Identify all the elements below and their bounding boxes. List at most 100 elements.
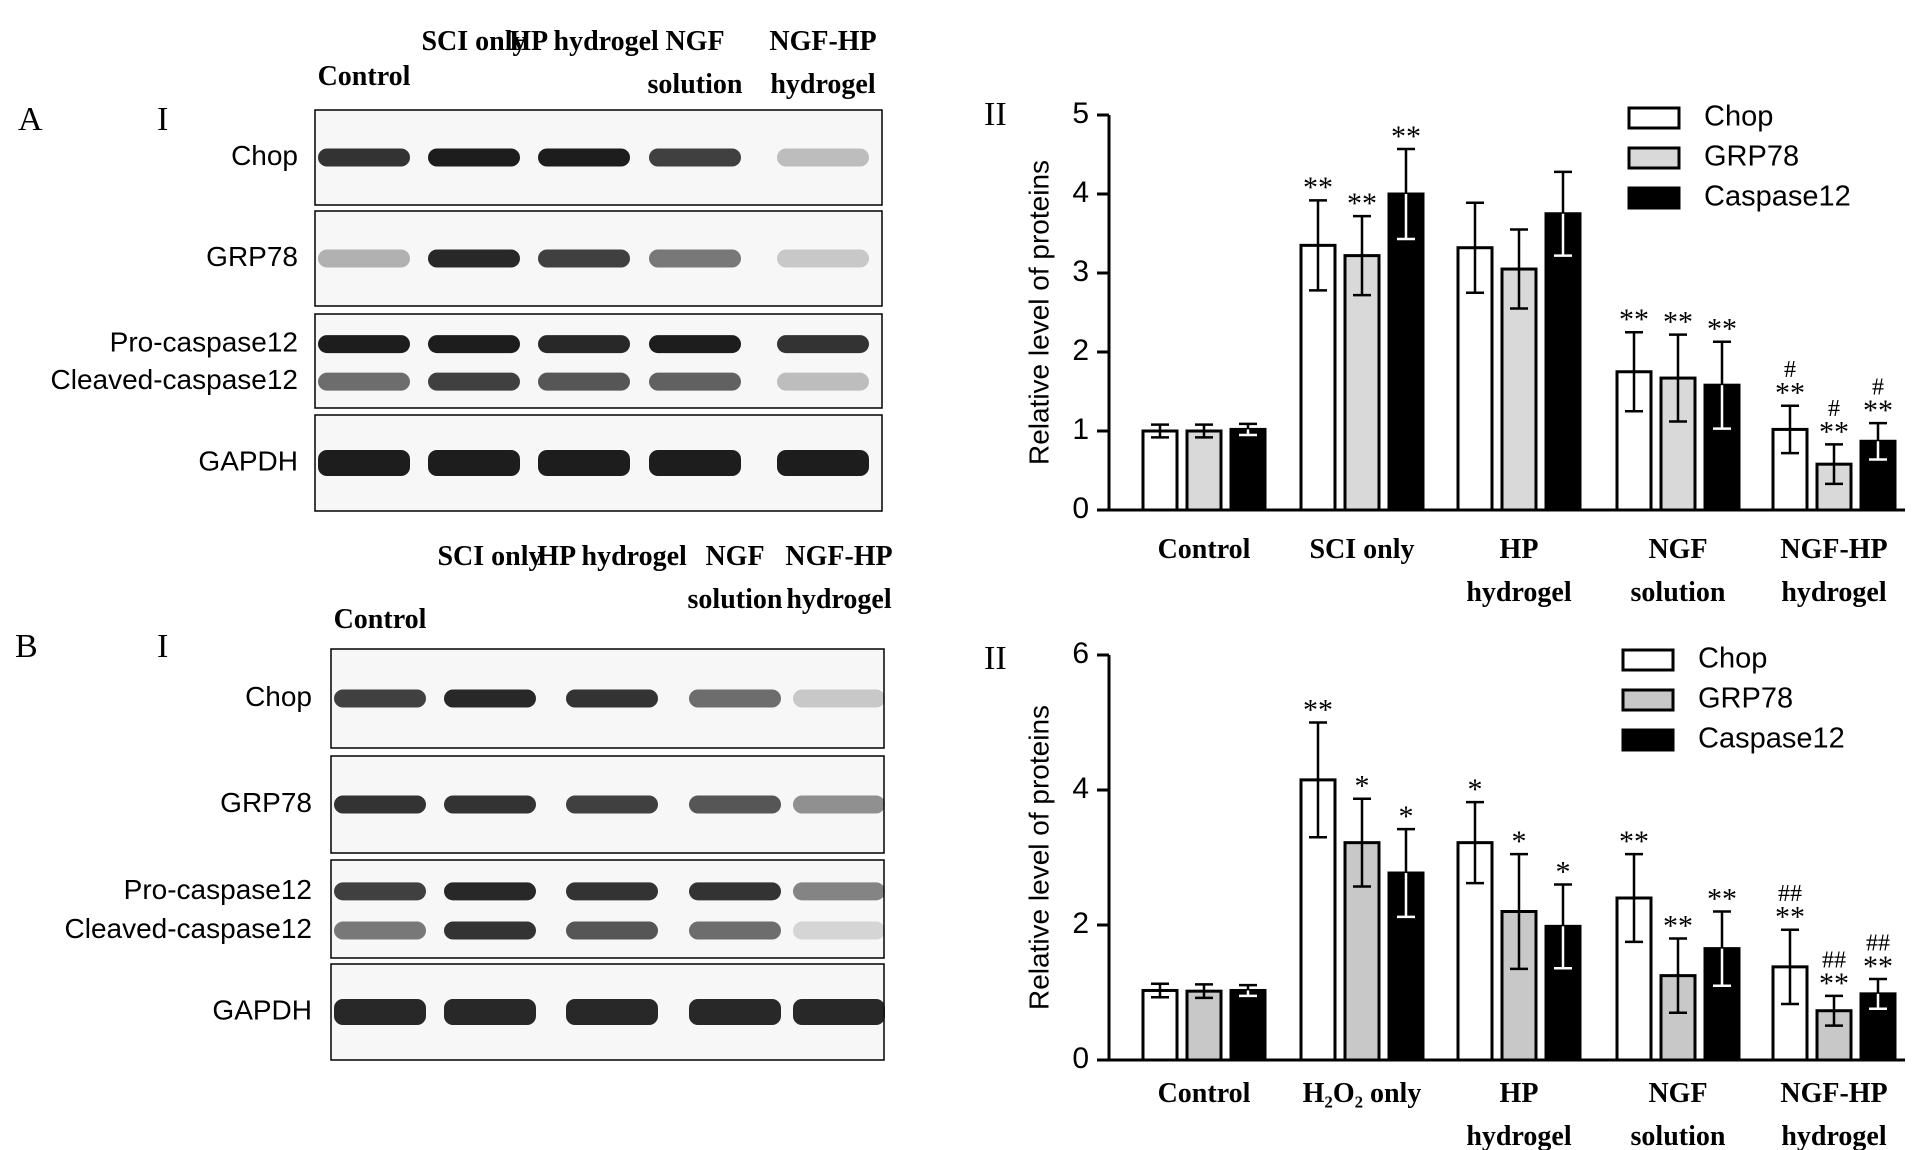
panel-letter: B <box>15 628 38 665</box>
y-tick-label: 2 <box>1072 334 1089 367</box>
blot-band <box>318 148 410 167</box>
blot-band <box>689 882 781 901</box>
blot-band <box>649 450 741 476</box>
significance-label: ** <box>1663 909 1693 942</box>
error-bar <box>1669 937 1687 1014</box>
significance-label: ## <box>1866 931 1890 957</box>
significance-label: ## <box>1778 881 1802 907</box>
error-bar <box>1397 827 1415 919</box>
bar <box>1185 429 1223 512</box>
bar <box>1229 988 1267 1062</box>
row-label: Pro-caspase12 <box>124 874 312 905</box>
blot-band <box>538 372 630 391</box>
x-tick-label: HP hydrogel <box>1466 534 1572 609</box>
x-tick-label: SCI only <box>1309 534 1415 565</box>
error-bar <box>1825 443 1843 486</box>
lane-label: NGF-HP hydrogel <box>769 26 877 101</box>
blot-band <box>649 148 741 167</box>
blot-band <box>649 335 741 354</box>
error-bar <box>1625 331 1643 413</box>
significance-label: ** <box>1303 171 1333 204</box>
blot-band <box>538 335 630 354</box>
blot-band <box>566 882 658 901</box>
row-label: GRP78 <box>206 241 298 272</box>
blot-band <box>566 921 658 940</box>
significance-label: * <box>1512 825 1527 858</box>
legend-label: Caspase12 <box>1704 181 1851 213</box>
significance-label: ** <box>1775 377 1805 410</box>
x-tick-label: HP hydrogel <box>1466 1078 1572 1150</box>
error-bar <box>1869 977 1887 1010</box>
error-bar <box>1353 214 1371 297</box>
error-bar <box>1397 147 1415 241</box>
error-bar <box>1781 404 1799 455</box>
blot-band <box>334 795 426 814</box>
row-label: GRP78 <box>220 787 312 818</box>
error-bar <box>1151 423 1169 439</box>
y-tick-label: 6 <box>1072 637 1089 670</box>
legend-swatch <box>1627 146 1681 170</box>
x-tick-label: NGF solution <box>1630 534 1726 609</box>
error-bar <box>1195 983 1213 1000</box>
y-tick-label: 4 <box>1072 772 1089 805</box>
blot-band <box>334 689 426 708</box>
blot-frame <box>314 313 883 409</box>
significance-label: ** <box>1819 415 1849 448</box>
error-bar <box>1713 340 1731 430</box>
significance-label: ** <box>1663 306 1693 339</box>
bar <box>1387 192 1425 512</box>
blot-band <box>566 795 658 814</box>
significance-label: ** <box>1863 950 1893 983</box>
error-bar <box>1151 982 1169 999</box>
blot-band <box>689 689 781 708</box>
bar <box>1343 254 1381 512</box>
significance-label: # <box>1828 396 1840 422</box>
row-label: Chop <box>231 140 298 171</box>
error-bar <box>1869 421 1887 461</box>
error-bar <box>1554 170 1572 257</box>
blot-band <box>777 450 869 476</box>
x-tick-label: NGF-HP hydrogel <box>1780 534 1888 609</box>
blot-band <box>428 249 520 268</box>
error-bar <box>1239 422 1257 437</box>
blot-band <box>649 249 741 268</box>
error-bar <box>1353 797 1371 888</box>
row-label: Cleaved-caspase12 <box>51 364 299 395</box>
legend-label: Chop <box>1704 101 1773 133</box>
blot-band <box>566 999 658 1025</box>
bar <box>1141 988 1179 1062</box>
blot-band <box>444 921 536 940</box>
blot-band <box>777 249 869 268</box>
x-tick-label: Control <box>1157 1078 1251 1109</box>
x-tick-label: NGF-HP hydrogel <box>1780 1078 1888 1150</box>
error-bar <box>1239 983 1257 998</box>
y-axis-title: Relative level of proteins <box>1023 705 1054 1010</box>
error-bar <box>1466 201 1484 294</box>
lane-label: NGF solution <box>687 541 783 616</box>
error-bar <box>1625 852 1643 944</box>
legend-swatch <box>1627 106 1681 130</box>
lane-label: Control <box>333 604 427 635</box>
significance-label: ** <box>1303 693 1333 726</box>
lane-label: NGF-HP hydrogel <box>785 541 893 616</box>
blot-band <box>793 999 885 1025</box>
significance-label: * <box>1399 800 1414 833</box>
significance-label: # <box>1872 375 1884 401</box>
error-bar <box>1466 800 1484 885</box>
y-tick-label: 0 <box>1072 492 1089 525</box>
blot-band <box>428 450 520 476</box>
row-label: Pro-caspase12 <box>110 326 298 357</box>
significance-label: ** <box>1347 187 1377 220</box>
significance-label: * <box>1468 773 1483 806</box>
blot-band <box>777 148 869 167</box>
lane-label: HP hydrogel <box>509 26 659 57</box>
panel-letter: A <box>18 101 43 138</box>
blot-band <box>318 450 410 476</box>
legend-swatch <box>1621 688 1675 712</box>
significance-label: ** <box>1619 825 1649 858</box>
y-tick-label: 1 <box>1072 413 1089 446</box>
significance-label: ** <box>1707 313 1737 346</box>
blot-band <box>334 999 426 1025</box>
